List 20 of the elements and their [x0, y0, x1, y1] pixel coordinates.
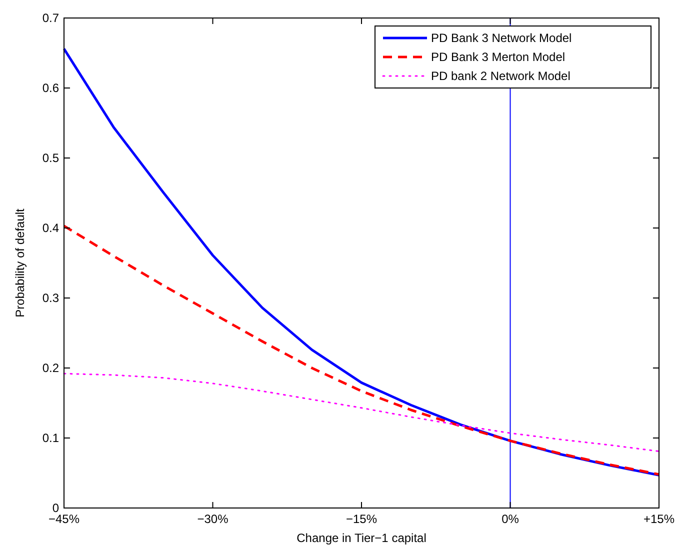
legend-label: PD Bank 3 Network Model	[431, 31, 572, 45]
y-tick-label: 0.5	[42, 151, 60, 165]
y-tick-label: 0.7	[42, 11, 60, 25]
line-series	[63, 372, 660, 452]
y-tick-label: 0.4	[42, 221, 60, 235]
x-tick-label: +15%	[643, 512, 675, 526]
x-tick-label: −30%	[197, 512, 229, 526]
y-axis-title: Probability of default	[13, 208, 27, 318]
line-series	[62, 224, 660, 476]
x-tick-label: −15%	[346, 512, 378, 526]
y-tick-label: 0.3	[42, 291, 60, 305]
x-axis-title: Change in Tier−1 capital	[296, 531, 426, 545]
legend-label: PD bank 2 Network Model	[431, 69, 570, 83]
y-tick-label: 0.2	[42, 361, 60, 375]
y-tick-label: 0	[52, 501, 60, 515]
legend-label: PD Bank 3 Merton Model	[431, 50, 566, 64]
x-tick-label: −45%	[48, 512, 80, 526]
y-tick-label: 0.1	[42, 431, 60, 445]
x-tick-label: 0%	[502, 512, 520, 526]
y-tick-label: 0.6	[42, 81, 60, 95]
